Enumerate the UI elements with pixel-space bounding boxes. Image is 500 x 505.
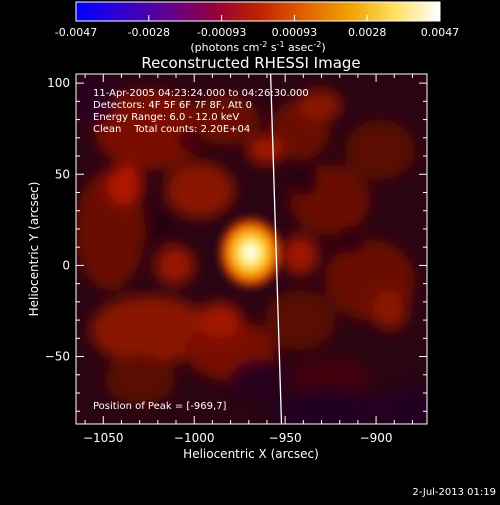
peak-source — [214, 212, 287, 293]
annotation-clean-counts: Clean Total counts: 2.20E+04 — [93, 124, 250, 135]
x-tick-label: −950 — [269, 431, 302, 445]
colorbar-unit-label: (photons cm-2 s-1 asec-2) — [190, 40, 325, 54]
x-tick-label: −900 — [360, 431, 393, 445]
colorbar-tick-label: 0.0047 — [421, 26, 460, 39]
solar-limb-line — [269, 74, 283, 424]
x-axis-ticks: −1050 −1000 −950 −900 — [83, 74, 413, 445]
annotation-peak-position: Position of Peak = [-969,7] — [93, 401, 227, 412]
x-tick-label: −1000 — [174, 431, 215, 445]
colorbar: -0.0047 -0.0028 -0.00093 0.00093 0.0028 0.004… — [55, 1, 459, 54]
y-tick-label: −50 — [45, 350, 70, 364]
plot-frame — [75, 73, 428, 425]
colorbar-tick-label: -0.0028 — [128, 26, 170, 39]
heatmap-image — [76, 74, 427, 424]
footer-timestamp: 2-Jul-2013 01:19 — [412, 487, 496, 498]
y-axis-ticks: −50 0 50 100 — [45, 76, 427, 412]
chart-title: Reconstructed RHESSI Image — [141, 54, 360, 72]
colorbar-tick-label: -0.00093 — [197, 26, 246, 39]
colorbar-ticks: -0.0047 -0.0028 -0.00093 0.00093 0.0028 0.004… — [55, 15, 459, 39]
annotation-energy-range: Energy Range: 6.0 - 12.0 keV — [93, 112, 239, 123]
colorbar-tick-label: 0.0028 — [348, 26, 387, 39]
colorbar-tick-label: 0.00093 — [272, 26, 318, 39]
annotation-block: 11-Apr-2005 04:23:24.000 to 04:26:30.000… — [93, 88, 309, 412]
annotation-time-range: 11-Apr-2005 04:23:24.000 to 04:26:30.000 — [93, 88, 309, 99]
y-tick-label: 100 — [47, 76, 70, 90]
y-axis-label: Heliocentric Y (arcsec) — [27, 182, 41, 317]
x-tick-label: −1050 — [83, 431, 124, 445]
colorbar-tick-label: -0.0047 — [55, 26, 97, 39]
colorbar-strip — [75, 1, 441, 22]
x-axis-label: Heliocentric X (arcsec) — [183, 447, 319, 461]
annotation-detectors: Detectors: 4F 5F 6F 7F 8F, Att 0 — [93, 100, 252, 111]
y-tick-label: 50 — [55, 167, 70, 181]
y-tick-label: 0 — [62, 258, 70, 272]
